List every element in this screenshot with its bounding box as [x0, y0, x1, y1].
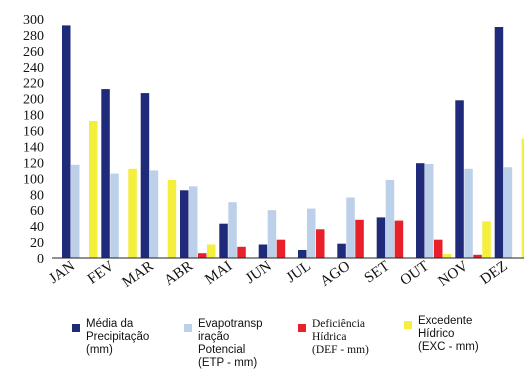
- legend-label: Excedente Hídrico (EXC - mm): [418, 315, 479, 353]
- y-tick-label: 300: [23, 13, 44, 28]
- bar-series-4-dez: [521, 138, 524, 258]
- legend-label: Deficiência Hídrica (DEF - mm): [312, 318, 369, 356]
- bar-series-2-dez: [503, 167, 513, 258]
- legend-swatch: [298, 324, 306, 332]
- bar-series-3-abr: [198, 253, 207, 258]
- bar-series-3-jul: [316, 229, 325, 258]
- bar-series-1-nov: [455, 100, 464, 258]
- y-tick-label: 120: [23, 156, 44, 171]
- legend-label: Evapotransp iração Potencial (ETP - mm): [198, 318, 263, 369]
- x-tick-label: ABR: [162, 258, 196, 289]
- bar-series-1-out: [416, 163, 425, 258]
- legend-swatch: [72, 324, 80, 332]
- bar-series-2-jun: [267, 210, 277, 258]
- y-tick-label: 40: [30, 220, 44, 235]
- y-tick-label: 80: [30, 188, 44, 203]
- bar-series-4-mar: [167, 179, 177, 258]
- bar-series-4-abr: [207, 244, 216, 258]
- x-tick-label: FEV: [85, 258, 118, 287]
- bar-series-2-ago: [346, 197, 355, 258]
- x-tick-label: JUL: [284, 258, 314, 286]
- x-tick-label: JAN: [46, 258, 78, 287]
- bar-series-2-set: [385, 179, 395, 258]
- y-tick-label: 160: [23, 125, 44, 140]
- bar-series-1-ago: [337, 243, 346, 258]
- x-tick-label: MAR: [119, 258, 156, 291]
- bar-series-3-mai: [237, 246, 246, 258]
- legend-swatch: [184, 324, 192, 332]
- bar-series-4-jan: [89, 121, 98, 258]
- bar-series-3-ago: [355, 219, 364, 258]
- y-tick-label: 260: [23, 45, 44, 60]
- bar-series-2-mai: [228, 202, 237, 258]
- legend-item-exc: Excedente Hídrico (EXC - mm): [404, 315, 479, 354]
- bar-series-1-jun: [258, 244, 268, 258]
- bar-series-4-nov: [482, 221, 491, 258]
- bar-series-1-mai: [219, 223, 228, 258]
- legend-item-precipitacao: Média da Precipitação (mm): [72, 318, 149, 357]
- bar-series-4-fev: [128, 168, 137, 258]
- bar-series-2-jul: [307, 208, 316, 258]
- bar-series-2-abr: [189, 186, 198, 258]
- bar-series-1-mar: [140, 93, 150, 258]
- bar-series-2-jan: [71, 164, 80, 258]
- y-tick-label: 240: [23, 61, 44, 76]
- x-tick-label: AGO: [317, 258, 353, 290]
- bar-series-1-abr: [180, 190, 189, 258]
- y-tick-label: 220: [23, 77, 44, 92]
- x-axis-ticks: JAN FEV MAR ABR MAI JUN JUL AGO SET OUT NOV DEZ: [46, 258, 510, 291]
- y-axis-ticks: 0204060801001201401601802002202402602803…: [23, 13, 44, 267]
- x-tick-label: DEZ: [478, 258, 511, 288]
- y-tick-label: 20: [30, 236, 44, 251]
- bar-chart: 0204060801001201401601802002202402602803…: [23, 13, 524, 291]
- bar-series-2-fev: [110, 173, 119, 258]
- bar-series-2-out: [425, 164, 434, 258]
- y-tick-label: 60: [30, 204, 44, 219]
- legend-item-def: Deficiência Hídrica (DEF - mm): [298, 318, 369, 357]
- bar-series-1-jul: [298, 250, 307, 258]
- x-tick-label: SET: [362, 258, 393, 286]
- legend: Média da Precipitação (mm) Evapotransp i…: [0, 315, 524, 377]
- y-tick-label: 0: [37, 252, 44, 267]
- x-tick-label: NOV: [435, 258, 471, 290]
- bar-series-3-jun: [276, 239, 286, 258]
- bar-series-2-mar: [149, 170, 159, 258]
- bar-series-3-out: [434, 239, 443, 258]
- bars: [62, 25, 524, 259]
- bar-series-1-dez: [494, 27, 504, 258]
- bar-series-1-jan: [62, 25, 71, 259]
- x-tick-label: MAI: [202, 258, 235, 288]
- bar-series-1-fev: [101, 89, 110, 258]
- legend-item-etp: Evapotransp iração Potencial (ETP - mm): [184, 318, 263, 370]
- y-tick-label: 100: [23, 172, 44, 187]
- y-tick-label: 140: [23, 140, 44, 155]
- x-tick-label: OUT: [398, 258, 432, 289]
- bar-series-4-out: [443, 254, 452, 258]
- bar-series-3-nov: [473, 254, 482, 258]
- bar-series-3-set: [394, 220, 404, 258]
- y-tick-label: 180: [23, 109, 44, 124]
- bar-series-1-set: [376, 217, 386, 258]
- y-tick-label: 280: [23, 29, 44, 44]
- y-tick-label: 200: [23, 93, 44, 108]
- legend-swatch: [404, 321, 412, 329]
- legend-label: Média da Precipitação (mm): [86, 318, 150, 356]
- bar-series-2-nov: [464, 168, 473, 258]
- x-tick-label: JUN: [243, 258, 275, 287]
